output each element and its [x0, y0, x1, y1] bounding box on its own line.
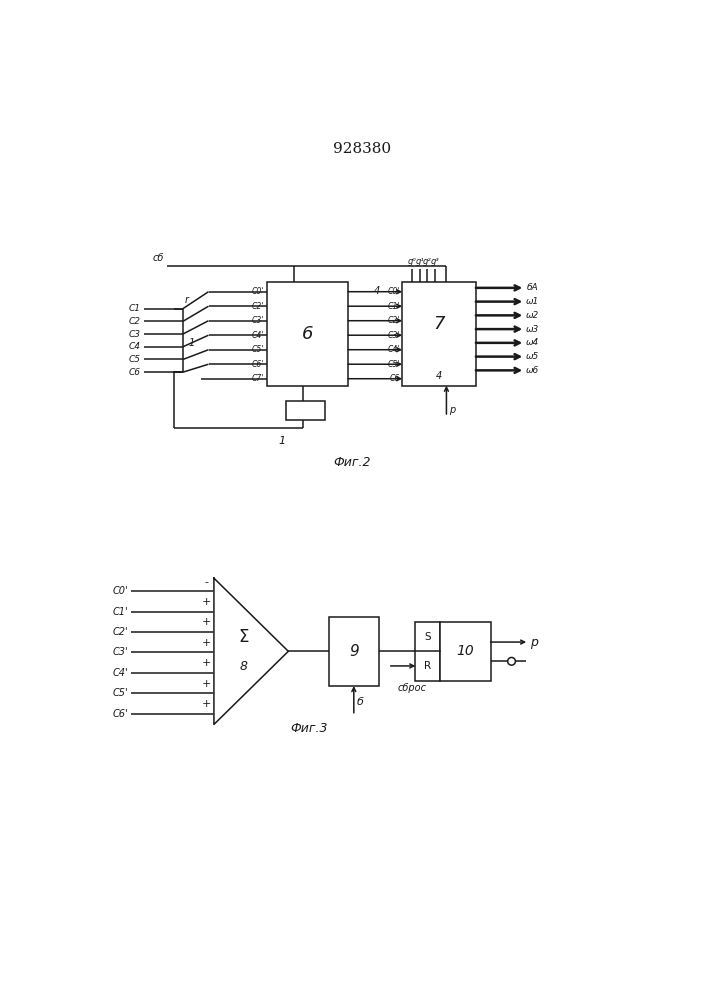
Bar	[267, 282, 348, 386]
Text: ѡ5: ѡ5	[526, 352, 539, 361]
Polygon shape	[214, 578, 288, 724]
Text: 6: 6	[302, 325, 313, 343]
Bar	[440, 622, 491, 681]
Text: ѡ6: ѡ6	[526, 366, 539, 375]
Text: 10: 10	[457, 644, 474, 658]
Text: р: р	[450, 405, 456, 415]
Text: С0': С0'	[252, 287, 264, 296]
Text: С1': С1'	[387, 302, 400, 311]
Text: ѡ2: ѡ2	[526, 311, 539, 320]
Text: C3: C3	[129, 330, 141, 339]
Bar	[416, 622, 440, 681]
Text: g³: g³	[431, 257, 439, 266]
Text: С4': С4'	[252, 331, 264, 340]
Text: +: +	[201, 658, 211, 668]
Text: g²: g²	[423, 257, 431, 266]
Text: С3': С3'	[387, 331, 400, 340]
Text: S: S	[424, 632, 431, 642]
Text: +: +	[201, 699, 211, 709]
Text: С6': С6'	[112, 709, 128, 719]
Text: С2': С2'	[387, 316, 400, 325]
Text: С5': С5'	[252, 345, 264, 354]
Text: Фиг.2: Фиг.2	[333, 456, 370, 469]
Text: -: -	[204, 577, 208, 587]
Text: сб: сб	[153, 253, 164, 263]
Text: С5': С5'	[112, 688, 128, 698]
Text: С5': С5'	[387, 360, 400, 369]
Text: С7': С7'	[252, 374, 264, 383]
Text: 4: 4	[373, 286, 380, 296]
Text: С2': С2'	[112, 627, 128, 637]
Text: ѡ1: ѡ1	[526, 297, 539, 306]
Text: С0': С0'	[112, 586, 128, 596]
Text: ѡ4: ѡ4	[526, 338, 539, 347]
Text: С4': С4'	[112, 668, 128, 678]
Text: 7: 7	[433, 315, 445, 333]
Text: Фиг.3: Фиг.3	[291, 722, 328, 735]
Text: C2: C2	[129, 317, 141, 326]
Text: R: R	[424, 661, 431, 671]
Bar	[329, 617, 379, 686]
Text: C1: C1	[129, 304, 141, 313]
Text: ѡ3: ѡ3	[526, 325, 539, 334]
Text: бА: бА	[526, 283, 538, 292]
Text: С2': С2'	[252, 302, 264, 311]
Text: +: +	[201, 597, 211, 607]
Text: C5: C5	[129, 355, 141, 364]
Text: С3': С3'	[252, 316, 264, 325]
Text: С3': С3'	[112, 647, 128, 657]
Bar	[402, 282, 476, 386]
Text: С6': С6'	[252, 360, 264, 369]
Text: r: r	[185, 295, 189, 305]
Text: C6: C6	[129, 368, 141, 377]
Text: С6: С6	[390, 374, 400, 383]
Text: сброс: сброс	[398, 683, 427, 693]
Text: g¹: g¹	[416, 257, 424, 266]
Text: g⁰: g⁰	[408, 257, 416, 266]
Bar	[286, 401, 325, 420]
Text: +: +	[201, 617, 211, 627]
Text: 928380: 928380	[333, 142, 392, 156]
Text: С4': С4'	[387, 345, 400, 354]
Text: 1: 1	[279, 436, 286, 446]
Text: +: +	[201, 638, 211, 648]
Text: 4: 4	[436, 371, 442, 381]
Text: Σ: Σ	[238, 628, 249, 646]
Text: С0': С0'	[387, 287, 400, 296]
Text: p: p	[530, 636, 538, 649]
Text: 1: 1	[188, 338, 194, 348]
Text: 8: 8	[240, 660, 247, 673]
Text: C4: C4	[129, 342, 141, 351]
Text: С1': С1'	[112, 607, 128, 617]
Circle shape	[508, 657, 515, 665]
Text: +: +	[201, 679, 211, 689]
Text: 9: 9	[349, 644, 358, 659]
Text: б: б	[357, 697, 364, 707]
